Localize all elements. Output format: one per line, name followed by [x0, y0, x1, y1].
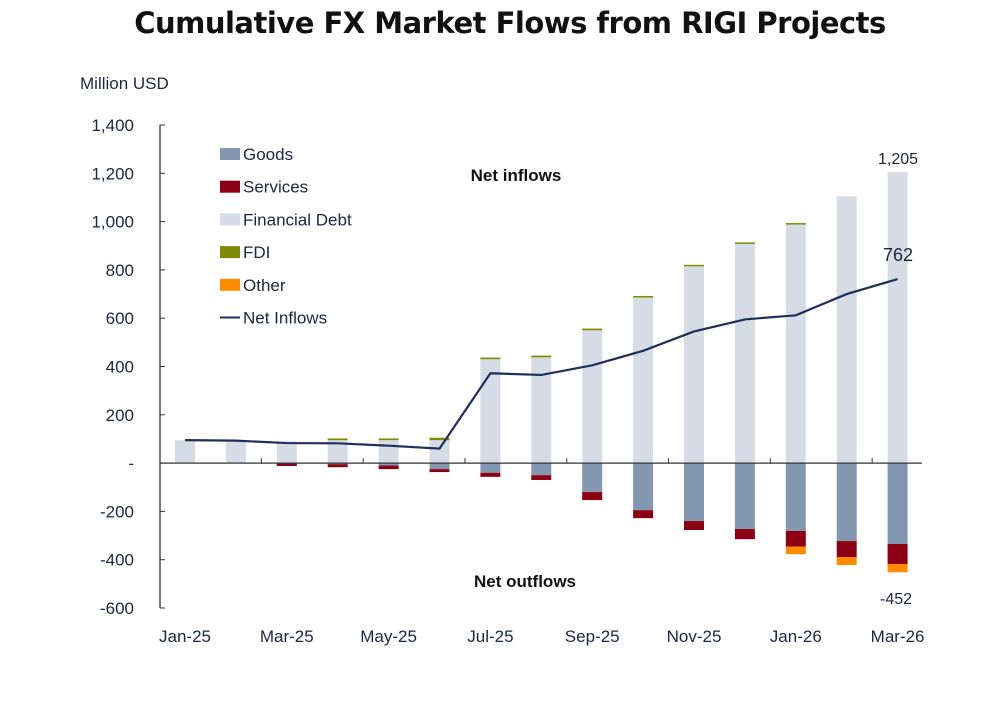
y-tick-label: -200 [100, 502, 134, 521]
bar-fdi-jul-25 [480, 357, 501, 360]
bar-financial-debt-nov-25 [684, 266, 704, 464]
legend-label: Other [243, 276, 286, 295]
legend-label: Goods [243, 145, 293, 164]
y-tick-label: 1,400 [91, 116, 134, 135]
bar-services-mar-26 [887, 544, 908, 565]
bar-financial-debt-jan-25 [175, 440, 195, 464]
legend-label: FDI [243, 243, 270, 262]
bar-fdi-sep-25 [582, 328, 603, 331]
bar-financial-debt-mar-26 [887, 172, 908, 464]
bar-services-feb-26 [836, 541, 857, 558]
legend-swatch-financial-debt [220, 213, 240, 226]
legend-swatch-other [220, 278, 240, 291]
x-tick-label: Nov-25 [667, 627, 722, 646]
data-label-bottom-total: -452 [880, 591, 912, 608]
bar-financial-debt-aug-25 [531, 357, 552, 464]
legend-label: Financial Debt [243, 210, 352, 229]
bar-goods-may-25 [378, 463, 399, 466]
y-tick-label: - [128, 454, 134, 473]
bar-goods-aug-25 [531, 463, 552, 476]
bar-services-jun-25 [429, 469, 450, 473]
bar-goods-sep-25 [582, 463, 603, 493]
bar-fdi-nov-25 [684, 264, 704, 267]
bar-services-nov-25 [684, 521, 704, 530]
bar-services-aug-25 [531, 475, 552, 481]
legend-label: Services [243, 178, 308, 197]
x-tick-label: Jan-25 [159, 627, 211, 646]
bar-fdi-aug-25 [531, 355, 552, 358]
bar-fdi-dec-25 [734, 242, 755, 244]
legend-swatch-fdi [220, 246, 240, 259]
bar-services-may-25 [378, 465, 399, 470]
y-tick-label: -400 [100, 551, 134, 570]
x-tick-label: May-25 [360, 627, 417, 646]
annotation-net-outflows: Net outflows [474, 572, 576, 591]
y-tick-label: 600 [106, 309, 134, 328]
y-tick-label: 800 [106, 261, 134, 280]
y-tick-label: 1,000 [91, 213, 134, 232]
bar-goods-jun-25 [429, 463, 450, 470]
x-tick-label: Mar-26 [871, 627, 925, 646]
bar-financial-debt-jan-26 [785, 224, 806, 464]
bar-services-dec-25 [734, 529, 755, 540]
bar-financial-debt-dec-25 [734, 243, 755, 464]
bar-other-mar-26 [887, 564, 908, 573]
bar-financial-debt-oct-25 [633, 297, 654, 464]
bar-goods-nov-25 [684, 463, 704, 522]
y-tick-label: 200 [106, 406, 134, 425]
bar-services-sep-25 [582, 492, 603, 501]
bar-financial-debt-feb-25 [225, 440, 246, 464]
bar-services-apr-25 [327, 464, 348, 468]
bar-goods-dec-25 [734, 463, 755, 530]
bar-financial-debt-apr-25 [327, 440, 348, 464]
y-axis-label: Million USD [80, 74, 169, 93]
data-label-top-total: 1,205 [878, 151, 918, 168]
bar-services-mar-25 [276, 463, 297, 466]
bar-financial-debt-jul-25 [480, 359, 501, 464]
chart-title: Cumulative FX Market Flows from RIGI Pro… [134, 6, 886, 40]
y-tick-label: 1,200 [91, 164, 134, 183]
y-tick-label: -600 [100, 599, 134, 618]
bar-financial-debt-sep-25 [582, 330, 603, 464]
bar-financial-debt-may-25 [378, 440, 399, 464]
x-tick-label: Mar-25 [260, 627, 314, 646]
bar-services-jan-26 [785, 530, 806, 547]
bar-fdi-may-25 [378, 438, 399, 441]
y-tick-label: 400 [106, 358, 134, 377]
bar-services-oct-25 [633, 510, 654, 519]
bar-other-feb-26 [836, 557, 857, 566]
bar-goods-oct-25 [633, 463, 654, 511]
bar-goods-jul-25 [480, 463, 501, 473]
x-tick-label: Jul-25 [467, 627, 513, 646]
bar-fdi-jun-25 [429, 437, 450, 441]
legend-swatch-goods [220, 148, 240, 160]
bar-goods-apr-25 [327, 463, 348, 465]
bar-fdi-oct-25 [633, 295, 654, 298]
bar-financial-debt-jun-25 [429, 440, 450, 464]
bar-financial-debt-mar-25 [276, 441, 297, 464]
bar-goods-feb-26 [836, 463, 857, 542]
bar-fdi-apr-25 [327, 438, 348, 441]
bar-other-jan-26 [785, 546, 806, 555]
bar-goods-mar-26 [887, 463, 908, 545]
x-tick-label: Sep-25 [565, 627, 620, 646]
legend-label: Net Inflows [243, 309, 327, 328]
bar-fdi-jan-26 [785, 223, 806, 225]
annotation-net-inflows: Net inflows [471, 166, 562, 185]
bar-services-jul-25 [480, 472, 501, 477]
x-tick-label: Jan-26 [770, 627, 822, 646]
data-label-net-last: 762 [883, 245, 913, 265]
bar-goods-jan-26 [785, 463, 806, 531]
legend-swatch-services [220, 180, 240, 193]
bar-financial-debt-feb-26 [836, 196, 857, 464]
